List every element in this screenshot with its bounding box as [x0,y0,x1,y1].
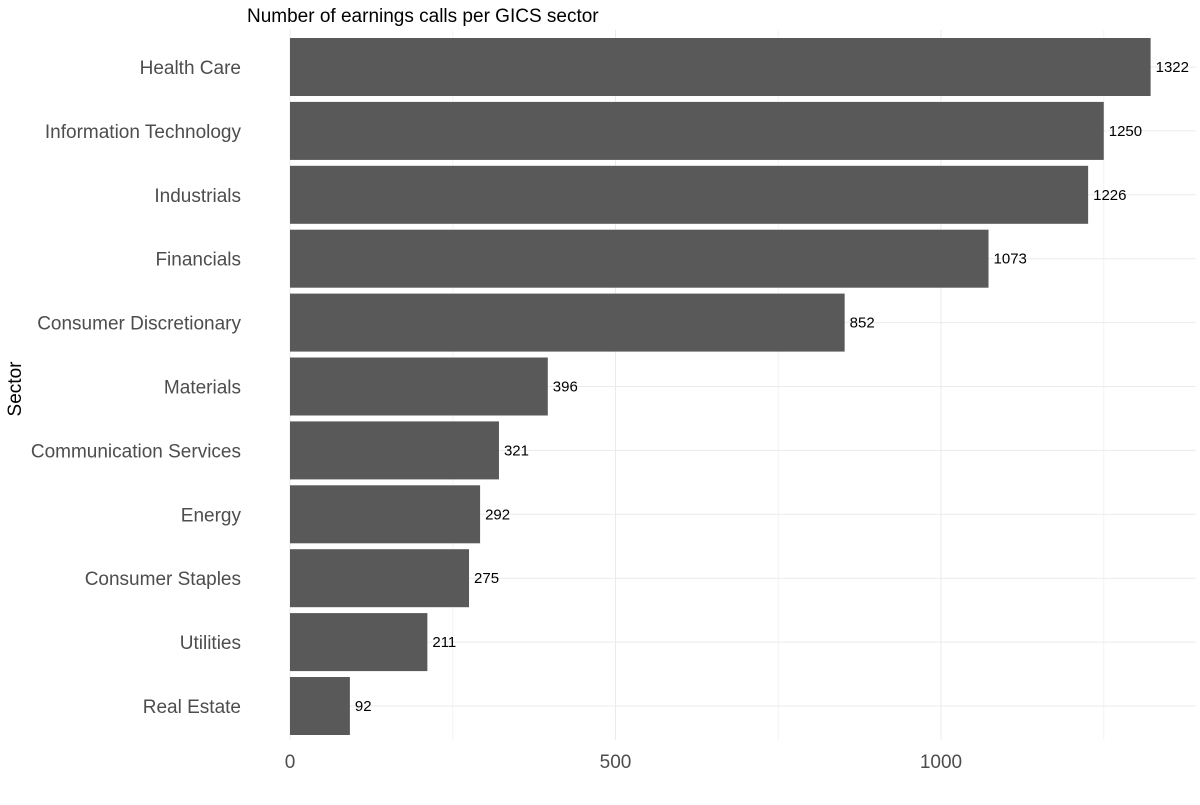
bar [290,38,1151,96]
data-label: 292 [485,506,510,523]
data-labels: 1322 1250 1226 1073 852 396 321 292 275 211 92 [355,59,1189,715]
x-tick-label: 1000 [920,752,962,773]
bar [290,421,499,480]
x-tick-label: 500 [600,752,632,773]
y-tick-labels: Health Care Information Technology Industr… [31,58,242,718]
bars [290,38,1151,735]
data-label: 92 [355,698,372,715]
x-tick-label: 0 [285,752,296,773]
y-tick-label: Information Technology [45,122,242,143]
data-label: 211 [432,634,456,651]
y-tick-label: Utilities [180,633,241,654]
data-label: 275 [474,570,499,587]
bar [290,549,470,608]
bar [290,677,350,735]
chart-title: Number of earnings calls per GICS sector [247,6,599,27]
y-axis-title: Sector [5,361,26,417]
data-label: 321 [504,442,529,459]
bar [290,485,481,544]
bar [290,613,428,672]
y-tick-label: Consumer Discretionary [37,314,241,335]
bar [290,357,548,416]
x-tick-labels: 0 500 1000 [285,752,962,773]
y-tick-label: Health Care [140,58,241,79]
data-label: 1073 [994,251,1027,268]
data-label: 1322 [1156,59,1189,76]
data-label: 852 [850,315,875,332]
bar [290,229,989,288]
y-tick-label: Communication Services [31,441,241,462]
y-tick-label: Financials [155,250,241,271]
y-tick-label: Energy [181,505,242,526]
y-tick-label: Materials [164,378,241,399]
y-tick-label: Real Estate [143,697,241,718]
data-label: 1250 [1109,123,1142,140]
data-label: 1226 [1093,187,1126,204]
data-label: 396 [553,379,578,396]
bar [290,101,1104,160]
bar [290,165,1089,224]
y-tick-label: Industrials [154,186,241,207]
y-tick-label: Consumer Staples [85,569,241,590]
bar [290,293,845,352]
